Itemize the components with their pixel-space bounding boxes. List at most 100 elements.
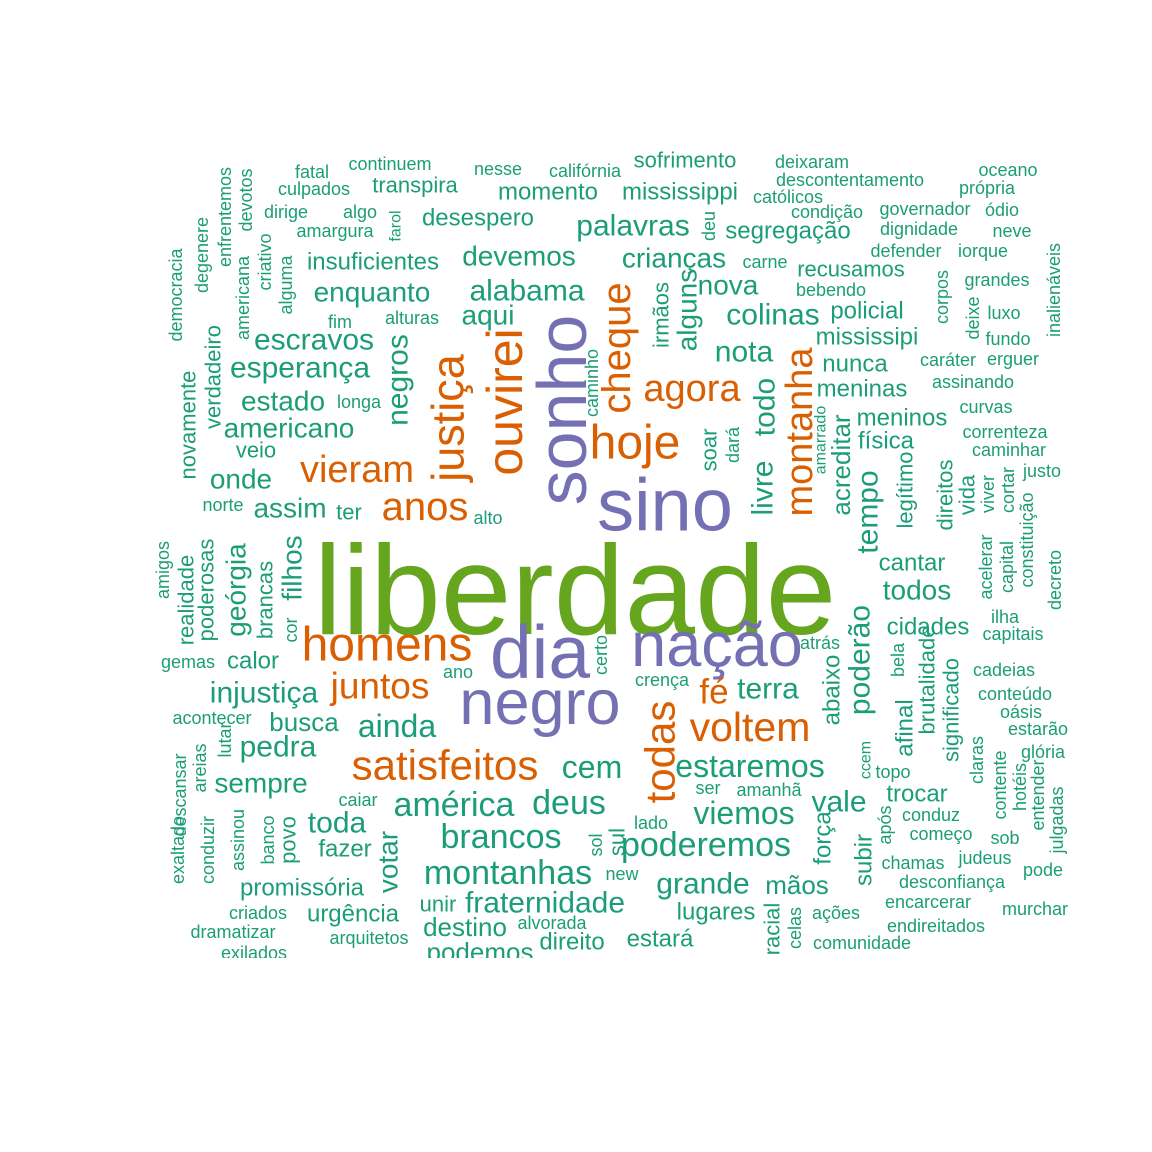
word: democracia [166, 247, 186, 341]
word: mississippi [622, 179, 738, 206]
word: brutalidade [915, 626, 940, 735]
word: devemos [462, 241, 576, 272]
word: neve [992, 221, 1031, 241]
word: nova [698, 270, 759, 301]
word: correnteza [962, 422, 1048, 442]
word: farol [388, 210, 405, 241]
word: fatal [295, 162, 329, 182]
word: oceano [978, 160, 1037, 180]
word: unir [420, 892, 457, 917]
word: enquanto [314, 277, 431, 308]
word: estado [241, 386, 325, 417]
word: ilha [991, 607, 1020, 627]
word: legítimo [893, 451, 918, 528]
word: amanhã [736, 780, 802, 800]
word: montanhas [424, 854, 592, 892]
word: dignidade [880, 219, 958, 239]
word: iorque [958, 241, 1008, 261]
word: celas [785, 907, 805, 949]
word: assinando [932, 372, 1014, 392]
word: corpos [932, 270, 952, 324]
word: lado [634, 813, 668, 833]
word: escravos [254, 324, 374, 357]
word: livre [747, 460, 780, 515]
word: luxo [987, 303, 1020, 323]
word: busca [269, 707, 339, 737]
word: podemos [427, 937, 534, 967]
word: cor [281, 617, 301, 642]
word: desespero [422, 205, 534, 232]
word: esperança [230, 352, 370, 385]
word: hoje [590, 417, 681, 470]
word: injustiça [210, 677, 319, 710]
word: bebendo [796, 280, 866, 300]
word: todo [749, 378, 782, 436]
word: começo [909, 824, 972, 844]
word: policial [830, 298, 903, 325]
word: capital [997, 541, 1017, 593]
word: montanha [779, 347, 821, 517]
word: atrás [800, 633, 840, 653]
word: caiar [338, 790, 377, 810]
word: nesse [474, 159, 522, 179]
word: meninos [857, 405, 948, 432]
word: dirige [264, 202, 308, 222]
word: lutar [215, 722, 235, 757]
word: veio [236, 438, 276, 463]
word: claras [967, 736, 987, 784]
word: encarcerar [885, 892, 971, 912]
word: conduzir [198, 816, 218, 884]
word: crença [635, 670, 690, 690]
word: grandes [964, 270, 1029, 290]
word: sonho [523, 315, 601, 506]
word: amarrado [813, 406, 830, 475]
word: anos [382, 485, 469, 529]
word: sul [605, 828, 630, 856]
word: voltem [690, 704, 811, 750]
word: enfrentemos [215, 167, 235, 267]
word: banco [258, 815, 278, 864]
word: descansar [170, 753, 190, 836]
word: fazer [318, 836, 371, 863]
word: endireitados [887, 916, 985, 936]
word: amargura [296, 221, 374, 241]
word: pode [1023, 860, 1063, 880]
word: degenere [192, 217, 212, 293]
word: força [810, 811, 837, 865]
word: americano [224, 413, 355, 444]
word: caráter [920, 350, 976, 370]
word: conduz [902, 805, 960, 825]
word: cheque [595, 282, 639, 413]
word: realidade [174, 555, 199, 646]
word: brancas [253, 561, 278, 639]
word: tempo [852, 470, 885, 553]
word: defender [870, 241, 941, 261]
word: dramatizar [190, 922, 275, 942]
word: subir [851, 834, 878, 886]
word: fim [328, 312, 352, 332]
word: mãos [765, 870, 829, 900]
word: votar [373, 831, 404, 893]
word: geórgia [221, 543, 252, 637]
word: algo [343, 202, 377, 222]
word: governador [879, 199, 970, 219]
word: juntos [330, 666, 430, 707]
word: alvorada [517, 913, 587, 933]
word: novamente [176, 371, 201, 480]
word: oásis [1000, 702, 1042, 722]
word: lugares [677, 899, 756, 926]
word: ódio [985, 200, 1019, 220]
word: contente [990, 750, 1010, 819]
word: alto [473, 508, 502, 528]
word: deu [699, 211, 719, 241]
word: promissória [240, 875, 365, 902]
word: verdadeiro [201, 325, 226, 429]
word: meninas [817, 376, 908, 403]
word: sob [990, 828, 1019, 848]
word: onde [210, 464, 272, 495]
word: deus [532, 784, 606, 822]
word: mississipi [816, 324, 919, 351]
word: criativo [255, 233, 275, 290]
